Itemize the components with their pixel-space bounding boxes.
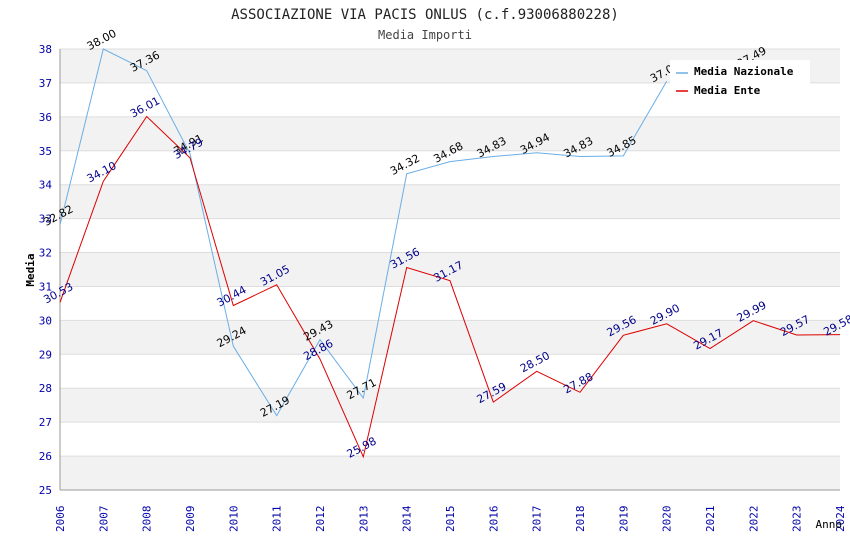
x-axis-label: Anno (816, 518, 843, 531)
y-tick-label: 35 (39, 145, 52, 158)
x-tick-label: 2006 (54, 506, 67, 533)
legend-box (670, 60, 810, 102)
x-tick-label: 2024 (834, 505, 847, 532)
series-line-1 (59, 115, 841, 459)
x-tick-label: 2014 (401, 505, 414, 532)
y-tick-label: 28 (39, 382, 52, 395)
x-tick-label: 2008 (141, 506, 154, 533)
y-tick-label: 25 (39, 484, 52, 497)
x-tick-label: 2018 (574, 506, 587, 533)
series-line-0 (60, 49, 753, 416)
y-tick-label: 38 (39, 43, 52, 56)
grid-band (60, 388, 840, 423)
data-label: 32.82 (41, 202, 75, 228)
grid-band (60, 116, 840, 151)
x-tick-label: 2011 (271, 506, 284, 533)
x-tick-label: 2016 (487, 505, 500, 532)
legend-label-nazionale: Media Nazionale (694, 65, 794, 78)
y-tick-label: 27 (39, 416, 52, 429)
grid-band (60, 184, 840, 219)
y-tick-label: 29 (39, 348, 52, 361)
chart-title: ASSOCIAZIONE VIA PACIS ONLUS (c.f.930068… (231, 7, 619, 23)
data-label: 34.10 (85, 159, 119, 185)
x-tick-label: 2022 (747, 506, 760, 533)
y-tick-label: 36 (39, 111, 52, 124)
x-tick-label: 2013 (357, 506, 370, 533)
grid-bands (60, 49, 840, 490)
x-tick-label: 2007 (97, 506, 110, 533)
y-tick-label: 37 (39, 77, 52, 90)
x-tick-label: 2012 (314, 506, 327, 533)
y-tick-labels: 25 26 27 28 29 30 31 32 33 34 35 36 37 38 (39, 43, 53, 497)
x-tick-label: 2020 (661, 506, 674, 533)
x-tick-label: 2023 (791, 506, 804, 533)
legend-label-ente: Media Ente (694, 84, 761, 97)
y-tick-label: 32 (39, 247, 52, 260)
y-tick-label: 31 (39, 280, 52, 293)
y-tick-label: 34 (39, 179, 53, 192)
y-axis-label: Media (24, 253, 37, 286)
y-tick-label: 30 (39, 314, 52, 327)
y-tick-label: 26 (39, 450, 52, 463)
chart-subtitle: Media Importi (378, 28, 472, 42)
y-tick-label: 33 (39, 213, 52, 226)
x-tick-labels: 2006 2007 2008 2009 2010 2011 2012 2013 2014 2015… (54, 505, 847, 532)
x-tick-label: 2015 (444, 506, 457, 533)
x-tick-label: 2009 (184, 506, 197, 533)
grid-band (60, 456, 840, 490)
series-lines (59, 49, 841, 459)
data-label: 34.32 (388, 152, 422, 178)
x-tick-label: 2017 (531, 506, 544, 533)
x-tick-label: 2021 (704, 506, 717, 533)
x-tick-label: 2010 (227, 506, 240, 533)
x-tick-label: 2019 (617, 506, 630, 533)
legend: Media Nazionale Media Ente (670, 60, 810, 102)
